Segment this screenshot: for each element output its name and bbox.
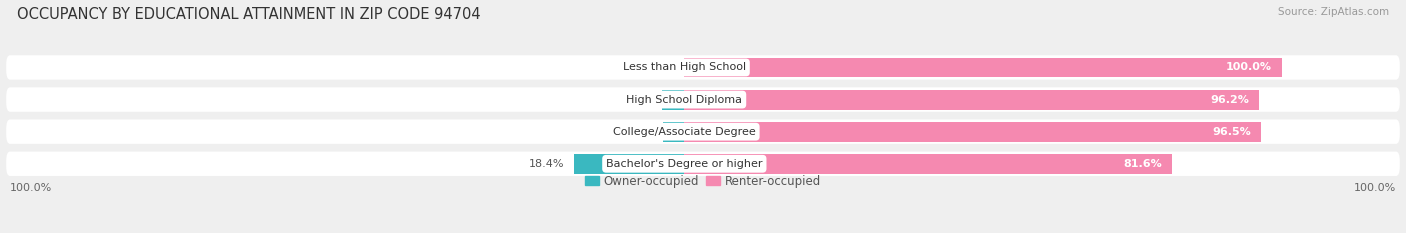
Text: 100.0%: 100.0% <box>10 184 52 193</box>
Bar <box>685 58 1282 77</box>
Text: 81.6%: 81.6% <box>1123 159 1161 169</box>
Bar <box>575 154 685 174</box>
Bar <box>685 90 1258 110</box>
Text: Source: ZipAtlas.com: Source: ZipAtlas.com <box>1278 7 1389 17</box>
Text: OCCUPANCY BY EDUCATIONAL ATTAINMENT IN ZIP CODE 94704: OCCUPANCY BY EDUCATIONAL ATTAINMENT IN Z… <box>17 7 481 22</box>
Text: 100.0%: 100.0% <box>1354 184 1396 193</box>
Bar <box>685 154 1171 174</box>
Text: 3.8%: 3.8% <box>623 95 652 105</box>
Text: 3.5%: 3.5% <box>626 127 654 137</box>
Text: College/Associate Degree: College/Associate Degree <box>613 127 755 137</box>
FancyBboxPatch shape <box>6 120 1400 144</box>
Text: High School Diploma: High School Diploma <box>626 95 742 105</box>
Text: 96.5%: 96.5% <box>1212 127 1251 137</box>
Text: 100.0%: 100.0% <box>1226 62 1271 72</box>
Text: Bachelor's Degree or higher: Bachelor's Degree or higher <box>606 159 762 169</box>
Bar <box>685 122 1261 142</box>
Text: 18.4%: 18.4% <box>529 159 564 169</box>
Bar <box>664 122 685 142</box>
Bar <box>662 90 685 110</box>
Text: 0.0%: 0.0% <box>647 62 675 72</box>
Text: Less than High School: Less than High School <box>623 62 747 72</box>
Text: 96.2%: 96.2% <box>1211 95 1249 105</box>
Legend: Owner-occupied, Renter-occupied: Owner-occupied, Renter-occupied <box>579 170 827 192</box>
FancyBboxPatch shape <box>6 55 1400 80</box>
FancyBboxPatch shape <box>6 152 1400 176</box>
FancyBboxPatch shape <box>6 87 1400 112</box>
